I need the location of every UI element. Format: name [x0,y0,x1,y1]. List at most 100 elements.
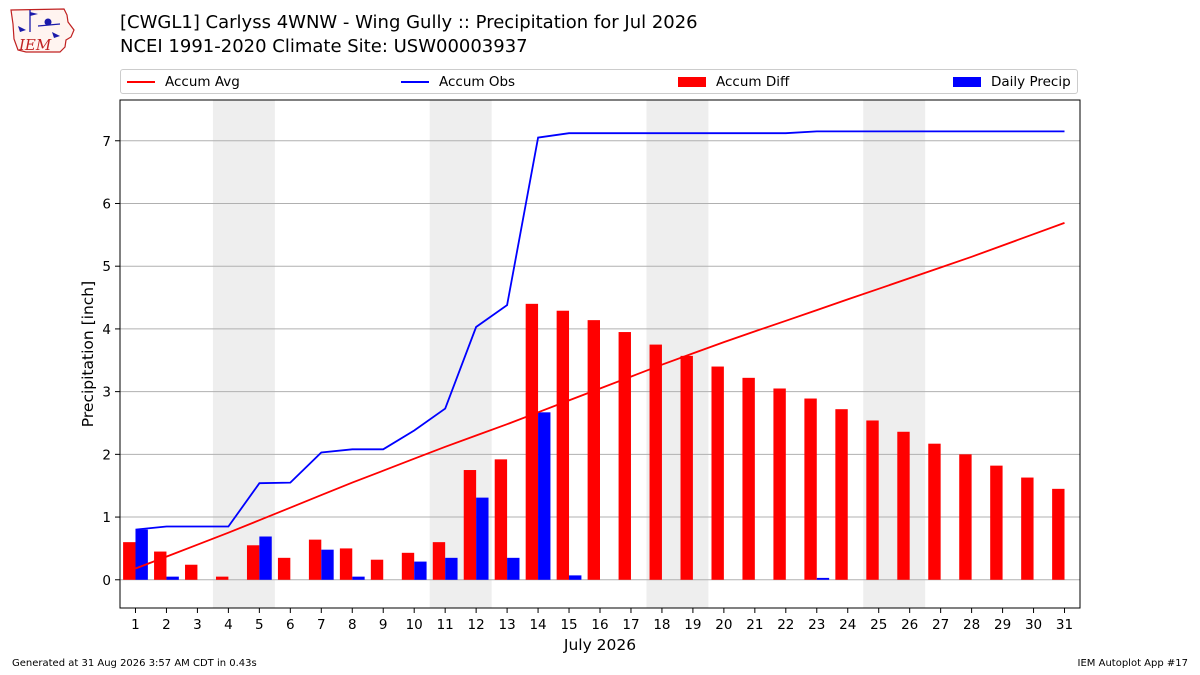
x-tick-label: 28 [963,617,980,633]
daily-precip-bar [816,577,830,580]
accum-diff-bar [866,420,879,580]
daily-precip-bar [352,576,365,580]
daily-precip-bar [166,576,179,580]
x-tick-label: 31 [1056,617,1073,633]
y-axis-ticks: 0 1 2 3 4 5 6 7 [102,134,120,589]
accum-diff-bar [649,344,662,580]
x-tick-label: 6 [286,617,295,633]
x-tick-label: 27 [932,617,949,633]
accum-diff-bar [308,539,322,580]
legend-swatch [401,80,429,83]
daily-precip-bar [259,536,272,580]
accum-diff-bar [928,443,941,580]
legend-item-accum-diff: Accum Diff [678,70,789,93]
x-tick-label: 9 [379,617,388,633]
y-tick-label: 6 [102,196,111,212]
daily-precip-bar [321,549,334,580]
accum-diff-bar [216,576,229,580]
daily-precip-bar [507,557,520,580]
x-axis-label: July 2026 [563,636,636,654]
x-tick-label: 21 [746,617,763,633]
chart-subtitle: NCEI 1991-2020 Climate Site: USW00003937 [120,36,528,57]
x-tick-label: 29 [994,617,1011,633]
accum-diff-bar [897,431,910,580]
logo-text: IEM [18,36,52,54]
accum-obs-line [135,130,1065,531]
legend: Accum Avg Accum Obs Accum Diff Daily Pre… [120,69,1078,94]
legend-swatch [127,80,155,83]
accum-diff-bar [1021,477,1034,580]
footer-generated-text: Generated at 31 Aug 2026 3:57 AM CDT in … [12,658,257,669]
footer-app-text: IEM Autoplot App #17 [1077,658,1188,669]
y-tick-label: 4 [102,322,111,338]
y-tick-label: 2 [102,447,111,463]
daily-precip-bar [414,561,427,580]
legend-swatch [678,76,706,87]
x-tick-label: 15 [560,617,577,633]
legend-item-accum-obs: Accum Obs [401,70,515,93]
x-tick-label: 2 [162,617,171,633]
x-tick-label: 22 [777,617,794,633]
y-tick-label: 7 [102,134,111,150]
accum-diff-bar [525,303,539,580]
accum-diff-bar [556,310,570,580]
x-tick-label: 30 [1025,617,1042,633]
accum-diff-bar [742,377,755,580]
x-tick-label: 5 [255,617,264,633]
x-tick-label: 24 [839,617,856,633]
chart-title: [CWGL1] Carlyss 4WNW - Wing Gully :: Pre… [120,12,698,33]
x-tick-label: 12 [468,617,485,633]
accum-diff-bar [680,355,693,580]
accum-diff-bar [1052,488,1065,580]
legend-label: Accum Obs [439,73,516,90]
legend-label: Accum Avg [165,73,240,90]
x-tick-label: 26 [901,617,918,633]
x-tick-label: 14 [529,617,546,633]
accum-diff-bar [804,398,817,580]
accum-diff-bar [401,552,415,580]
legend-label: Accum Diff [716,73,790,90]
accum-diff-bar [587,320,600,580]
legend-swatch [953,76,981,87]
legend-item-daily-precip: Daily Precip [953,70,1071,93]
accum-diff-bar [711,366,724,580]
x-tick-label: 4 [224,617,233,633]
y-tick-label: 1 [102,510,111,526]
accum-diff-bar [246,545,260,580]
x-tick-label: 20 [715,617,732,633]
x-tick-label: 23 [808,617,825,633]
x-tick-label: 17 [622,617,639,633]
x-tick-label: 1 [131,617,140,633]
weekend-band [212,100,275,608]
x-tick-label: 8 [348,617,357,633]
x-tick-label: 10 [406,617,423,633]
accum-diff-bar [990,465,1003,580]
legend-item-accum-avg: Accum Avg [127,70,240,93]
accum-diff-bar [123,542,136,580]
legend-label: Daily Precip [991,73,1071,90]
x-tick-label: 11 [437,617,454,633]
x-tick-label: 3 [193,617,202,633]
iem-iowa-logo-icon: IEM [10,8,75,54]
y-tick-label: 3 [102,385,111,401]
accum-diff-bar [835,409,848,580]
x-tick-label: 7 [317,617,326,633]
x-axis-ticks: 1 2 3 4 5 6 7 8 9 10 11 12 13 14 15 16 17 18 19 20 21 22 23 24 2… [131,608,1073,633]
daily-precip-bar [445,557,458,580]
accum-avg-line [135,222,1065,570]
x-tick-label: 18 [653,617,670,633]
accum-diff-bar [339,548,353,580]
accum-diff-bar [618,332,631,580]
accum-diff-bar [432,542,446,580]
x-tick-label: 13 [499,617,516,633]
x-tick-label: 16 [591,617,608,633]
daily-precip-bar [135,529,148,580]
accum-diff-bar [277,557,291,580]
y-tick-label: 0 [102,573,111,589]
accum-diff-bar [463,470,477,580]
bars-layer [123,303,1065,580]
daily-precip-bar [476,497,489,580]
x-tick-label: 25 [870,617,887,633]
accum-diff-bar [959,454,972,580]
